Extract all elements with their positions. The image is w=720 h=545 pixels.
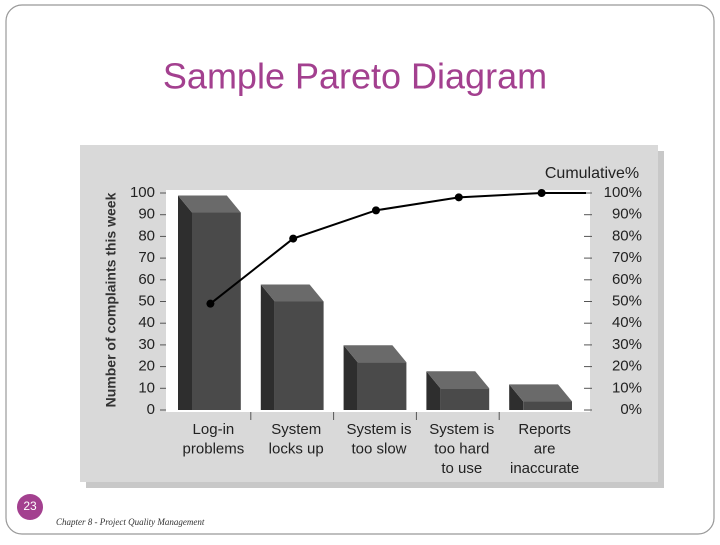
- x-tick-label: Log-in problems: [183, 421, 245, 458]
- slide-title: Sample Pareto Diagram: [163, 56, 547, 97]
- bar: [440, 388, 490, 410]
- bar-top: [426, 371, 490, 389]
- y2-tick-label: 70%: [612, 249, 642, 266]
- x-tick-label: System is too slow: [346, 421, 411, 458]
- y-tick-label: 0: [147, 401, 155, 418]
- y2-tick-label: 40%: [612, 314, 642, 331]
- y-tick-label: 10: [138, 379, 155, 396]
- y2-tick-label: 10%: [612, 379, 642, 396]
- y2-tick-label: 60%: [612, 271, 642, 288]
- y2-tick-label: 20%: [612, 358, 642, 375]
- y2-tick-label: 80%: [612, 227, 642, 244]
- y-tick-label: 60: [138, 271, 155, 288]
- y-tick-label: 20: [138, 358, 155, 375]
- page-number-badge: [17, 494, 43, 520]
- bar-top: [260, 284, 324, 302]
- y2-tick-label: 0%: [620, 401, 642, 418]
- cumulative-point: [454, 193, 463, 202]
- cumulative-point: [537, 189, 546, 197]
- y2-tick-label: 50%: [612, 292, 642, 309]
- bar-top: [509, 384, 572, 402]
- x-tick-label: System is too hard to use: [429, 421, 494, 477]
- bar-top: [178, 195, 241, 213]
- y-tick-label: 80: [138, 227, 155, 244]
- cumulative-point: [289, 234, 298, 243]
- x-tick-label: System locks up: [269, 421, 324, 458]
- y-tick-label: 30: [138, 336, 155, 353]
- y2-tick-label: 30%: [612, 336, 642, 353]
- bar: [192, 212, 241, 410]
- y-tick-label: 70: [138, 249, 155, 266]
- bar: [357, 362, 407, 410]
- bar: [523, 401, 572, 410]
- x-tick-label: Reports are inaccurate: [510, 421, 579, 477]
- page-number: 23: [23, 499, 37, 513]
- y-tick-label: 40: [138, 314, 155, 331]
- cumulative-point: [372, 206, 380, 215]
- bar-side: [509, 384, 524, 410]
- bar-side: [260, 284, 275, 410]
- y-tick-label: 50: [138, 292, 155, 309]
- bar: [274, 301, 324, 410]
- y2-tick-label: 100%: [604, 184, 642, 201]
- y-axis-label: Number of complaints this week: [103, 192, 119, 407]
- footer: Chapter 8 - Project Quality Management: [56, 517, 205, 527]
- bar-side: [343, 345, 358, 410]
- y2-tick-label: 90%: [612, 206, 642, 223]
- y2-axis-label: Cumulative%: [545, 165, 639, 182]
- y-tick-label: 100: [130, 184, 155, 201]
- bar-side: [426, 371, 441, 410]
- bar-top: [343, 345, 407, 363]
- bar-side: [178, 195, 192, 410]
- cumulative-point: [206, 299, 215, 308]
- y-tick-label: 90: [138, 206, 155, 223]
